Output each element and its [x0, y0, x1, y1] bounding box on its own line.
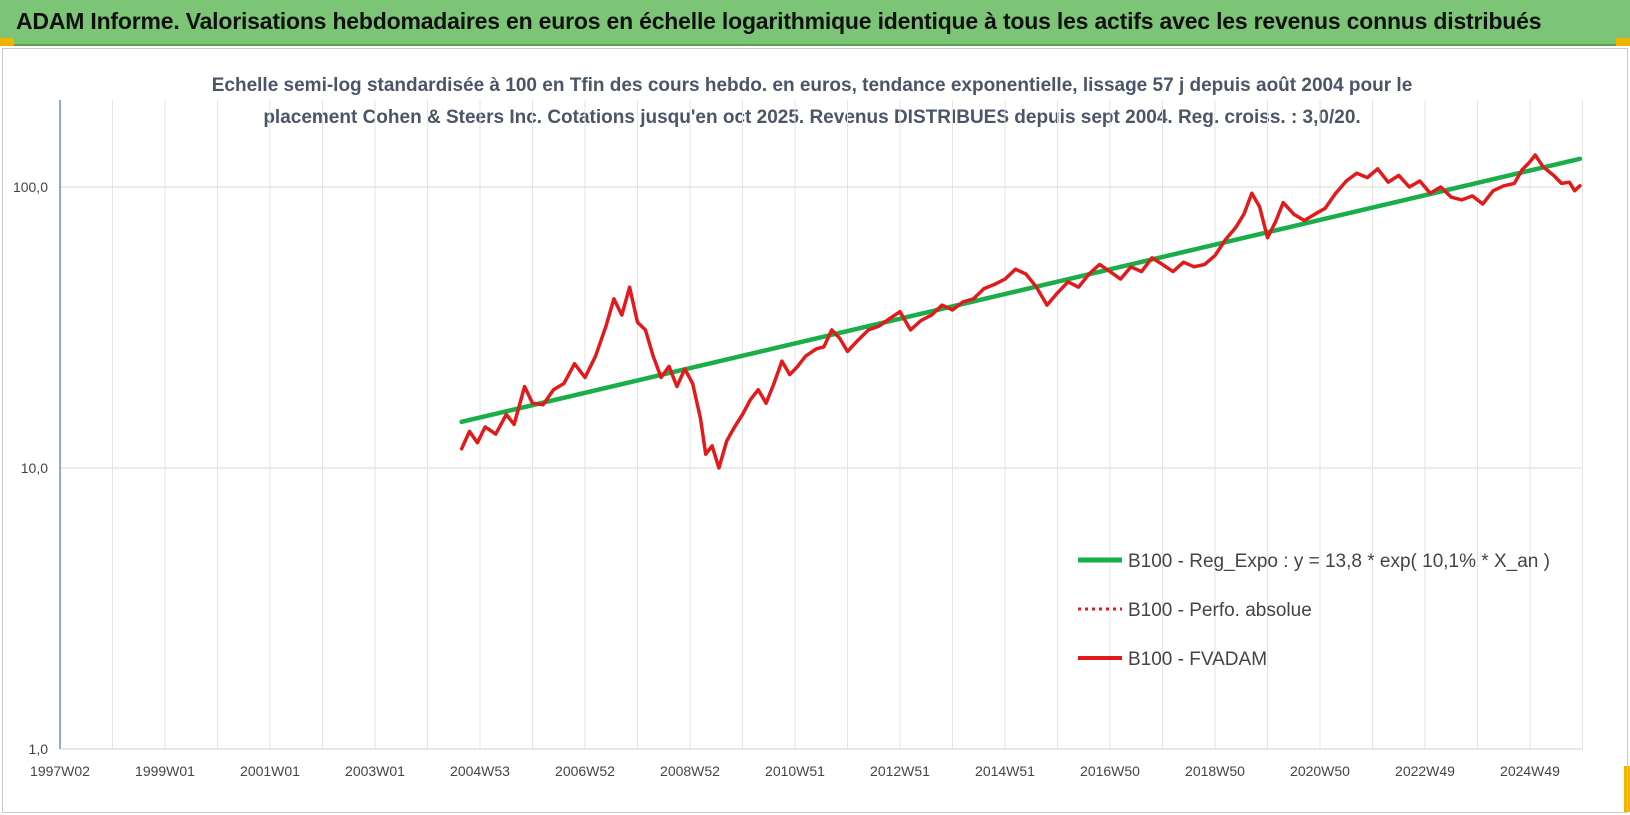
x-tick-label: 2006W52 — [555, 763, 615, 779]
x-tick-label: 1997W02 — [30, 763, 90, 779]
series-layer — [459, 153, 1583, 470]
corner-marker-top-right — [1616, 38, 1630, 46]
x-tick-label: 1999W01 — [135, 763, 195, 779]
axes — [59, 100, 1583, 750]
chart-frame — [2, 48, 1628, 813]
series-line-2 — [459, 153, 1582, 470]
x-tick-label: 2010W51 — [765, 763, 825, 779]
x-tick-label: 2020W50 — [1290, 763, 1350, 779]
x-tick-label: 2008W52 — [660, 763, 720, 779]
x-tick-label: 2024W49 — [1500, 763, 1560, 779]
gridlines — [60, 100, 1583, 749]
legend-label-1: B100 - Perfo. absolue — [1128, 600, 1312, 621]
legend: B100 - Reg_Expo : y = 13,8 * exp( 10,1% … — [1078, 551, 1550, 670]
x-tick-label: 2003W01 — [345, 763, 405, 779]
title-banner: ADAM Informe. Valorisations hebdomadaire… — [0, 0, 1630, 46]
x-tick-label: 2018W50 — [1185, 763, 1245, 779]
legend-label-2: B100 - FVADAM — [1128, 649, 1267, 670]
legend-label-0: B100 - Reg_Expo : y = 13,8 * exp( 10,1% … — [1128, 551, 1550, 572]
report-title: ADAM Informe. Valorisations hebdomadaire… — [16, 8, 1542, 34]
corner-marker-top-left — [0, 38, 14, 46]
x-tick-label: 2004W53 — [450, 763, 510, 779]
y-tick-label: 1,0 — [29, 741, 49, 757]
tick-labels: 1,0 10,0 100,0 1997W02 1999W01 2001W01 2003W01… — [13, 179, 1560, 779]
y-tick-label: 10,0 — [21, 460, 48, 476]
x-tick-label: 2012W51 — [870, 763, 930, 779]
x-tick-label: 2016W50 — [1080, 763, 1140, 779]
x-tick-label: 2001W01 — [240, 763, 300, 779]
subtitle-line-2: placement Cohen & Steers Inc. Cotations … — [263, 107, 1360, 128]
y-tick-label: 100,0 — [13, 179, 48, 195]
x-tick-label: 2014W51 — [975, 763, 1035, 779]
series-line-0 — [459, 156, 1583, 425]
chart-subtitle: Echelle semi-log standardisée à 100 en T… — [212, 75, 1413, 128]
subtitle-line-1: Echelle semi-log standardisée à 100 en T… — [212, 75, 1413, 96]
x-tick-label: 2022W49 — [1395, 763, 1455, 779]
